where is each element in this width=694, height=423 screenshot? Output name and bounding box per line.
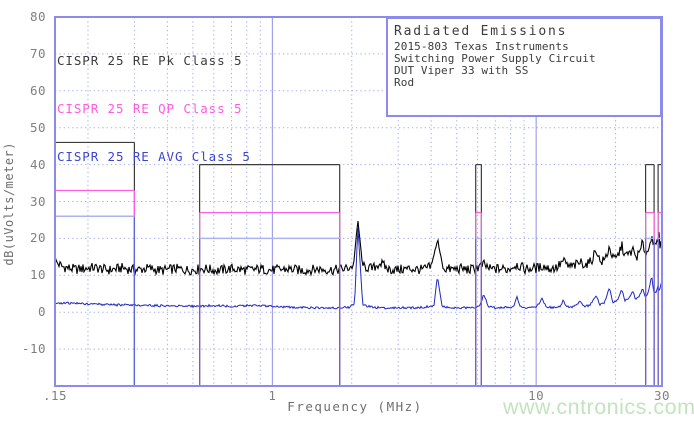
x-axis-title: Frequency (MHz): [287, 399, 423, 414]
info-box-line: 2015-803 Texas Instruments: [394, 40, 569, 53]
y-tick-label: 40: [29, 156, 46, 172]
y-tick-label: 50: [29, 119, 46, 135]
average-trace: [54, 228, 663, 310]
x-tick-label: 30: [653, 388, 671, 403]
test-info-box: Radiated Emissions 2015-803 Texas Instru…: [386, 17, 662, 117]
y-tick-label: 0: [37, 304, 46, 320]
x-tick-label: .15: [42, 388, 68, 403]
limit-legend: CISPR 25 RE Pk Class 5 CISPR 25 RE QP Cl…: [57, 21, 251, 197]
y-tick-label: 70: [29, 45, 46, 61]
y-tick-label: 30: [29, 193, 46, 209]
info-box-line: Rod: [394, 76, 415, 89]
legend-pk-label: CISPR 25 RE Pk Class 5: [57, 53, 243, 68]
watermark: www.cntronics.com: [503, 395, 694, 419]
y-tick-label: 60: [29, 82, 46, 98]
x-tick-label: 1: [268, 388, 277, 403]
info-box-line: DUT Viper 33 with SS: [394, 64, 529, 77]
peak-trace: [54, 221, 663, 277]
plot-border: [54, 16, 663, 387]
y-tick-label: -10: [21, 341, 46, 357]
legend-avg-label: CISPR 25 RE AVG Class 5: [57, 149, 251, 164]
info-box-title: Radiated Emissions: [394, 24, 568, 39]
legend-qp-label: CISPR 25 RE QP Class 5: [57, 101, 243, 116]
y-tick-label: 80: [29, 9, 46, 24]
x-tick-label: 10: [528, 388, 545, 403]
y-tick-label: 20: [29, 230, 46, 246]
info-box-line: Switching Power Supply Circuit: [394, 52, 596, 65]
y-tick-label: 10: [29, 267, 46, 283]
